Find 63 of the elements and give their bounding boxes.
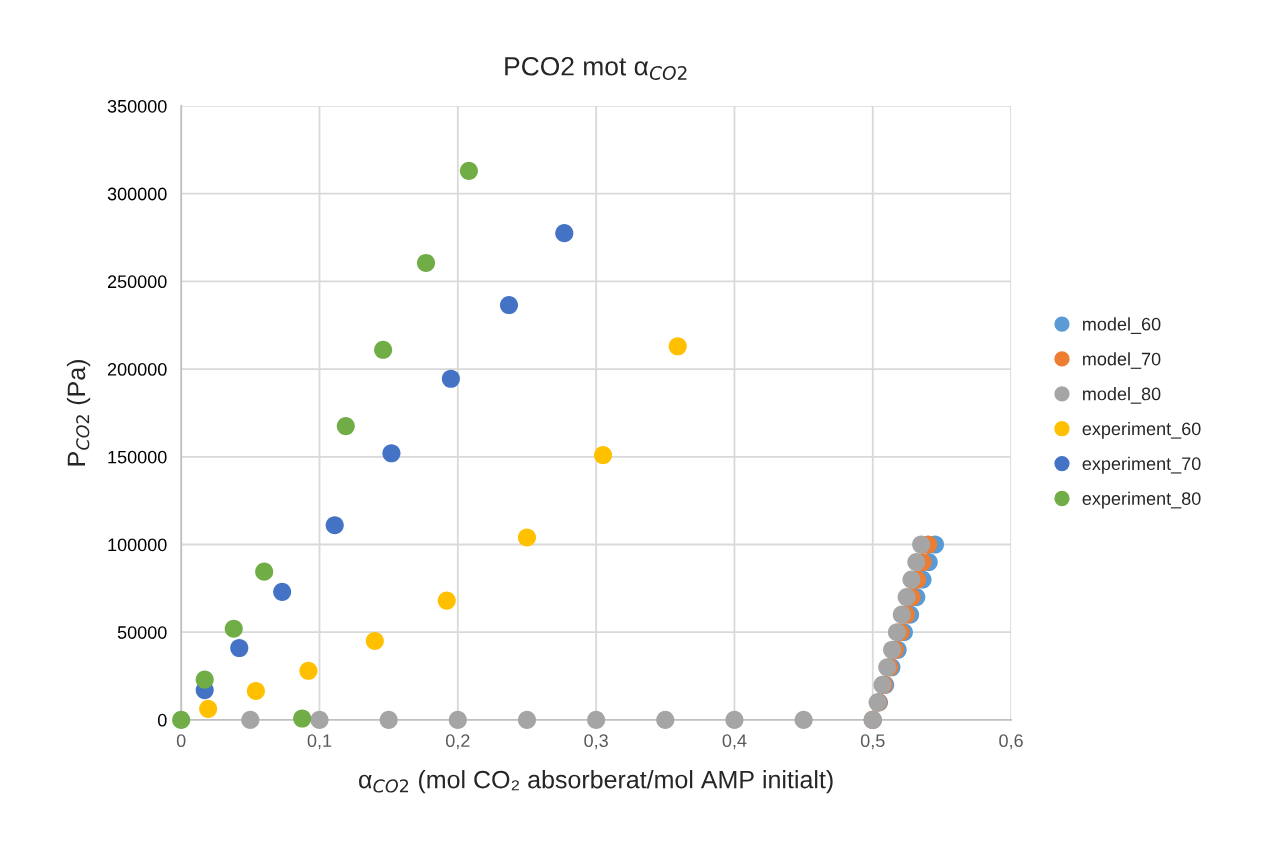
y-tick-label: 100000 <box>108 538 167 552</box>
y-tick-label: 50000 <box>117 626 167 639</box>
point <box>255 562 274 581</box>
point <box>379 710 398 729</box>
point <box>725 710 744 729</box>
y-tick-label: 0 <box>157 713 167 727</box>
point <box>593 445 613 465</box>
point <box>172 710 191 729</box>
point <box>441 369 460 388</box>
point <box>897 588 916 607</box>
x-axis-title: α$_{CO2}$ (mol CO₂ absorberat/mol AMP initialt) <box>359 770 833 794</box>
point <box>907 552 926 572</box>
legend-label: experiment_60 <box>1082 421 1201 439</box>
y-tick-label: 300000 <box>107 187 167 201</box>
point <box>293 709 312 728</box>
point <box>325 516 344 535</box>
point <box>668 337 687 356</box>
point <box>587 710 606 729</box>
point <box>437 591 456 610</box>
x-tick-label: 0,6 <box>999 734 1023 750</box>
point <box>224 619 243 638</box>
point <box>246 681 265 701</box>
y-tick-label: 200000 <box>107 363 167 376</box>
y-tick-label: 250000 <box>107 275 167 289</box>
point <box>656 710 675 729</box>
point <box>887 623 907 642</box>
x-tick-label: 0,2 <box>445 734 470 750</box>
point <box>241 710 260 729</box>
point <box>365 631 384 651</box>
point <box>499 296 519 315</box>
y-tick-label: 150000 <box>108 450 167 464</box>
point <box>459 161 478 180</box>
point <box>517 528 537 547</box>
legend-label: model_80 <box>1083 387 1161 404</box>
point <box>195 670 214 689</box>
legend-label: experiment_80 <box>1082 491 1201 509</box>
chart-title: PCO2 mot α$_{CO2}$ <box>505 56 687 80</box>
x-tick-label: 0,5 <box>860 734 885 750</box>
x-tick-label: 0 <box>176 734 186 748</box>
point <box>199 699 218 718</box>
point <box>273 582 292 601</box>
point <box>382 444 401 463</box>
point <box>555 224 574 243</box>
point <box>892 605 911 624</box>
point <box>336 417 355 436</box>
legend-label: model_70 <box>1083 352 1161 369</box>
point <box>416 253 436 273</box>
point <box>299 661 318 680</box>
legend-label: experiment_70 <box>1082 456 1201 474</box>
x-tick-label: 0,4 <box>722 734 747 750</box>
point <box>374 340 393 359</box>
legend-label: model_60 <box>1083 317 1161 334</box>
x-tick-label: 0,1 <box>307 734 332 750</box>
point <box>310 710 329 729</box>
y-tick-label: 350000 <box>107 99 167 113</box>
point <box>902 570 921 589</box>
point <box>517 710 537 729</box>
point <box>794 710 813 729</box>
point <box>912 535 931 554</box>
point <box>448 710 467 729</box>
x-tick-label: 0,3 <box>584 734 608 750</box>
y-axis-title: P$_{CO2}$ (Pa) <box>66 360 91 466</box>
point <box>230 638 249 658</box>
